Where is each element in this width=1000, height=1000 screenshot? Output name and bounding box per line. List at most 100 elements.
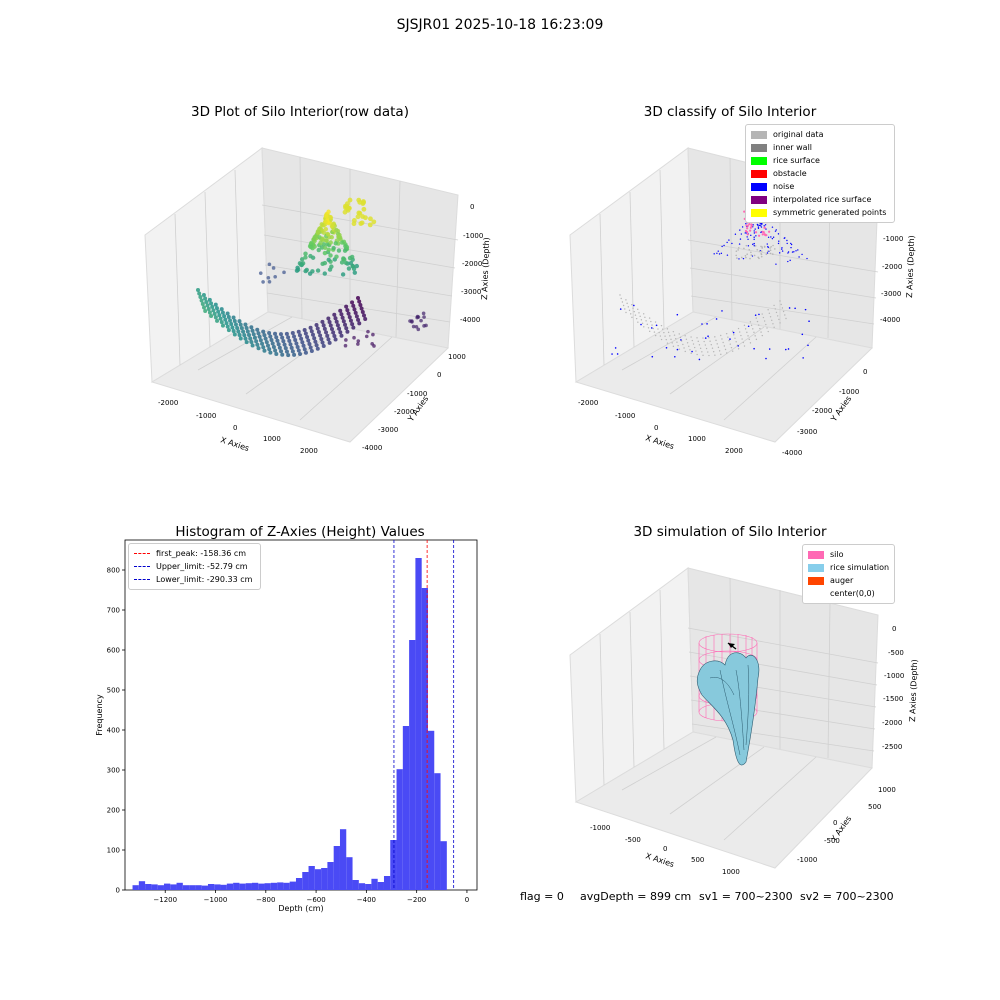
raw-point [333, 241, 338, 246]
classified-point [670, 338, 672, 341]
classified-point [765, 253, 768, 256]
classified-point [763, 320, 766, 322]
raw-point [206, 306, 211, 311]
classified-point [654, 334, 657, 337]
histogram-bar [358, 883, 366, 890]
classify-ytick: 0 [863, 368, 867, 376]
classified-point [785, 348, 787, 351]
raw-point [256, 331, 261, 336]
raw-point [313, 339, 318, 344]
histogram-bar [308, 866, 315, 890]
raw-ytick: -4000 [362, 444, 382, 452]
classified-point [728, 239, 730, 241]
classified-point [760, 255, 763, 258]
classified-point [633, 304, 635, 307]
raw-point [224, 321, 229, 326]
raw-point [244, 340, 249, 345]
raw-point [325, 232, 331, 237]
classified-point [801, 253, 803, 256]
raw-point [303, 350, 308, 355]
legend-item: Upper_limit: -52.79 cm [134, 560, 255, 573]
raw-point [328, 323, 333, 328]
raw-point [268, 350, 273, 355]
histogram-bar [415, 558, 422, 890]
classified-point [749, 229, 752, 232]
classified-point [761, 247, 763, 249]
classified-point [758, 257, 760, 260]
classified-point [731, 350, 734, 352]
classified-point [731, 330, 734, 333]
raw-point [207, 310, 212, 315]
raw-ytick: -2000 [394, 408, 414, 416]
classify-ytick: -4000 [782, 449, 802, 457]
raw-point [282, 270, 286, 275]
classified-point [777, 233, 780, 235]
classified-point [772, 244, 774, 247]
legend-label: obstacle [773, 169, 807, 178]
raw-point [231, 315, 236, 320]
classified-point [633, 310, 635, 313]
raw-point [326, 337, 331, 342]
classified-point [683, 347, 685, 349]
raw-3d-plot: -2000 -1000 0 1000 2000 1000 0 -1000 -20… [144, 147, 491, 455]
raw-point [308, 325, 313, 330]
raw-xtick: -2000 [158, 399, 178, 407]
raw-point [270, 341, 275, 346]
raw-point [235, 325, 240, 330]
raw-point [312, 244, 317, 249]
classified-point [624, 308, 626, 310]
simulation-ztick: -1500 [883, 695, 903, 703]
histogram-bar [214, 884, 221, 890]
histogram-bar [427, 730, 435, 890]
classified-point [771, 226, 774, 228]
classified-point [739, 238, 742, 240]
classified-point [741, 338, 743, 340]
classified-point [638, 312, 640, 314]
classified-point [690, 336, 692, 338]
legend-label: Lower_limit: -290.33 cm [156, 575, 253, 584]
classified-point [784, 314, 786, 316]
classified-point [769, 249, 772, 252]
histogram-bar [352, 880, 359, 890]
classified-point [753, 254, 756, 257]
classified-point [698, 358, 701, 361]
classified-point [729, 343, 731, 345]
raw-point [196, 288, 200, 292]
classified-point [778, 318, 780, 321]
legend-swatch [751, 182, 767, 191]
raw-point [301, 343, 306, 348]
raw-point [284, 331, 289, 336]
legend-label: silo [830, 550, 844, 559]
classified-point [761, 313, 763, 315]
raw-point [321, 230, 327, 235]
raw-point [264, 340, 269, 345]
raw-point [345, 201, 350, 206]
classified-point [676, 313, 679, 316]
raw-point [358, 221, 364, 226]
raw-point [421, 311, 426, 316]
classified-point [640, 323, 642, 326]
classified-point [753, 245, 755, 247]
raw-point [322, 245, 328, 250]
status-sv2: sv2 = 700~2300 [800, 890, 894, 903]
classified-point [694, 346, 696, 349]
raw-point [350, 322, 355, 327]
raw-xlabel: X Axies [219, 435, 250, 453]
classified-point [779, 322, 781, 324]
classify-xtick: 0 [654, 424, 658, 432]
raw-point [340, 315, 345, 320]
classified-point [743, 210, 746, 213]
classified-point [761, 334, 763, 337]
raw-point [284, 349, 289, 354]
raw-point [337, 326, 342, 331]
classified-point [744, 254, 747, 257]
histogram-bar [138, 881, 146, 890]
classified-point [738, 258, 740, 260]
status-avg-depth: avgDepth = 899 cm [580, 890, 692, 903]
classified-point [671, 342, 673, 344]
legend-item: center(0,0) [808, 587, 889, 600]
raw-point [347, 197, 353, 203]
classified-point [761, 233, 764, 236]
raw-point [202, 305, 206, 310]
histogram-xtick-label: −400 [357, 896, 376, 904]
